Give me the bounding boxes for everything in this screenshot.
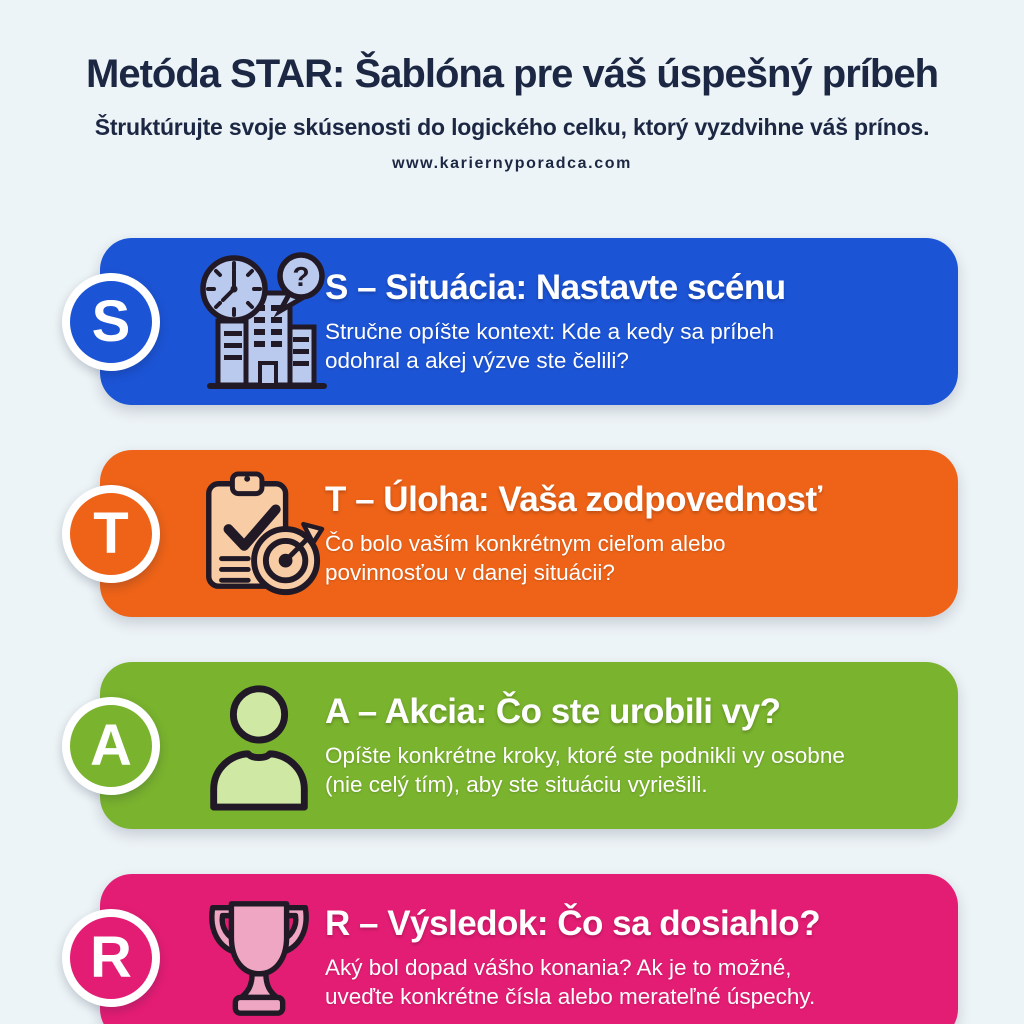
- card-heading: R – Výsledok: Čo sa dosiahlo?: [325, 903, 821, 943]
- card-body-line: odohral a akej výzve ste čelili?: [325, 348, 629, 373]
- clipboard-target-icon: [184, 461, 334, 607]
- card-text-block: T – Úloha: Vaša zodpovednosť Čo bolo vaš…: [325, 479, 939, 587]
- person-icon: [184, 673, 334, 819]
- card-uloha: T T – Úloha: Vaša zodpovedno: [62, 450, 958, 617]
- badge-letter: T: [93, 500, 129, 566]
- card-heading: S – Situácia: Nastavte scénu: [325, 267, 786, 307]
- letter-badge-t: T: [62, 484, 160, 583]
- card-body-line: Stručne opíšte kontext: Kde a kedy sa pr…: [325, 318, 775, 344]
- page-title: Metóda STAR: Šablóna pre váš úspešný prí…: [86, 52, 939, 96]
- card-body-line: uveďte konkrétne čísla alebo merateľné ú…: [325, 984, 816, 1009]
- badge-letter: S: [91, 288, 131, 354]
- card-text-block: R – Výsledok: Čo sa dosiahlo? Aký bol do…: [325, 903, 939, 1011]
- badge-letter: R: [90, 924, 132, 990]
- card-body-line: Aký bol dopad vášho konania? Ak je to mo…: [325, 954, 792, 980]
- card-heading: A – Akcia: Čo ste urobili vy?: [325, 691, 781, 731]
- card-body: Aký bol dopad vášho konania? Ak je to mo…: [325, 952, 939, 1011]
- card-text-block: S – Situácia: Nastavte scénu Stručne opí…: [325, 267, 939, 375]
- letter-badge-r: R: [62, 908, 160, 1007]
- card-situacia: S: [62, 238, 958, 405]
- card-body-line: Opíšte konkrétne kroky, ktoré ste podnik…: [325, 742, 845, 768]
- card-text-block: A – Akcia: Čo ste urobili vy? Opíšte kon…: [325, 691, 939, 799]
- card-body-line: povinnosťou v danej situácii?: [325, 560, 615, 585]
- infographic-background: { "header": { "title": "Metóda STAR: Šab…: [0, 52, 1024, 1024]
- trophy-icon: [184, 885, 334, 1024]
- card-vysledok: R R – Výsledok: Čo sa dosiahlo? Aký bol …: [62, 874, 958, 1024]
- card-akcia: A A – Akcia: Čo ste urobili vy? Opíšte k…: [62, 662, 958, 829]
- card-body-line: (nie celý tím), aby ste situáciu vyrieši…: [325, 772, 708, 797]
- card-body: Čo bolo vaším konkrétnym cieľom alebo po…: [325, 528, 939, 587]
- badge-letter: A: [90, 712, 132, 778]
- page-subtitle: Štruktúrujte svoje skúsenosti do logické…: [94, 114, 930, 140]
- letter-badge-a: A: [62, 696, 160, 795]
- svg-text:?: ?: [292, 261, 309, 292]
- card-body: Opíšte konkrétne kroky, ktoré ste podnik…: [325, 740, 939, 799]
- website-url: www.kariernyporadca.com: [392, 155, 632, 172]
- clock-building-question-icon: ?: [184, 249, 334, 395]
- star-cards: S: [62, 238, 958, 1024]
- card-body: Stručne opíšte kontext: Kde a kedy sa pr…: [325, 316, 939, 375]
- card-body-line: Čo bolo vaším konkrétnym cieľom alebo: [325, 530, 726, 556]
- letter-badge-s: S: [62, 272, 160, 371]
- card-heading: T – Úloha: Vaša zodpovednosť: [325, 479, 822, 519]
